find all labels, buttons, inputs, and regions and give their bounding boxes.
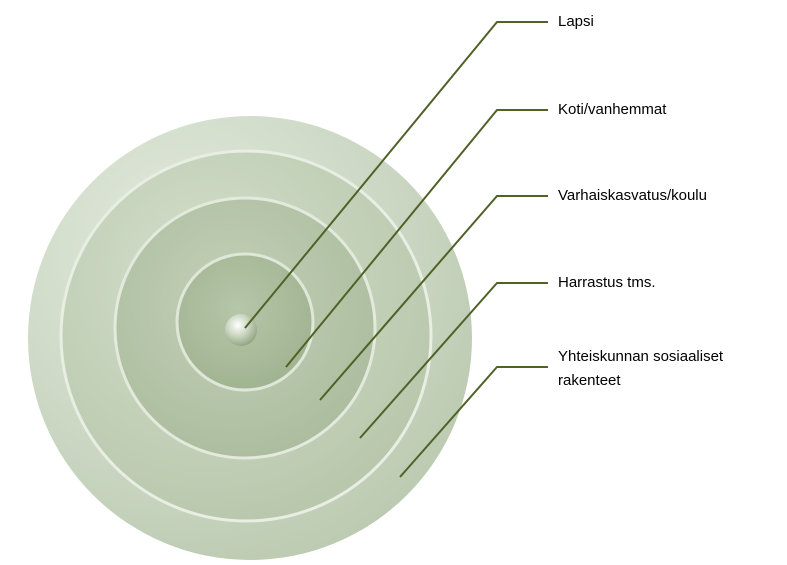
node-label: Koti/vanhemmat: [558, 101, 667, 118]
labels: Lapsi Koti/vanhemmat Varhaiskasvatus/kou…: [558, 13, 724, 389]
node-label: Harrastus tms.: [558, 274, 656, 291]
node-label: Lapsi: [558, 13, 594, 30]
node-label: Yhteiskunnan sosiaaliset: [558, 348, 724, 365]
node-label: Varhaiskasvatus/koulu: [558, 187, 707, 204]
rings: [28, 116, 472, 560]
node-label: rakenteet: [558, 372, 621, 389]
page: {"nodes": [ {"lines": ["Lapsi"]}, {"line…: [0, 0, 787, 565]
diagram: Lapsi Koti/vanhemmat Varhaiskasvatus/kou…: [0, 0, 787, 565]
